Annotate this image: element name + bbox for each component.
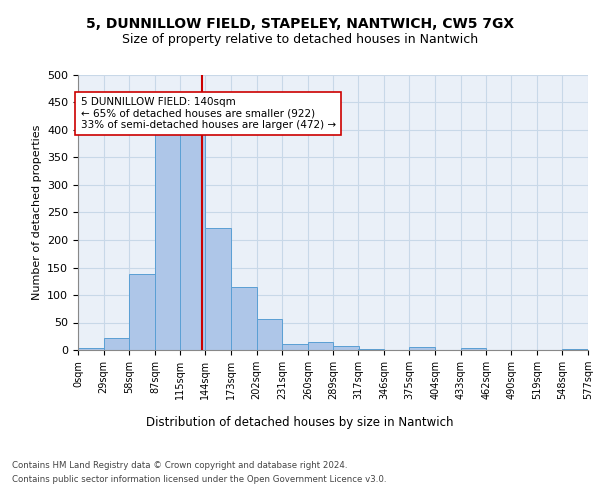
- Bar: [282, 344, 308, 350]
- Bar: [104, 338, 129, 350]
- Bar: [231, 288, 257, 350]
- Bar: [334, 346, 359, 350]
- Text: 5, DUNNILLOW FIELD, STAPELEY, NANTWICH, CW5 7GX: 5, DUNNILLOW FIELD, STAPELEY, NANTWICH, …: [86, 18, 514, 32]
- Bar: [205, 228, 231, 350]
- Text: Contains public sector information licensed under the Open Government Licence v3: Contains public sector information licen…: [12, 476, 386, 484]
- Text: Distribution of detached houses by size in Nantwich: Distribution of detached houses by size …: [146, 416, 454, 429]
- Bar: [461, 348, 487, 350]
- Y-axis label: Number of detached properties: Number of detached properties: [32, 125, 41, 300]
- Text: Contains HM Land Registry data © Crown copyright and database right 2024.: Contains HM Land Registry data © Crown c…: [12, 460, 347, 469]
- Bar: [308, 342, 334, 350]
- Bar: [129, 274, 155, 350]
- Bar: [257, 318, 282, 350]
- Text: Size of property relative to detached houses in Nantwich: Size of property relative to detached ho…: [122, 32, 478, 46]
- Text: 5 DUNNILLOW FIELD: 140sqm
← 65% of detached houses are smaller (922)
33% of semi: 5 DUNNILLOW FIELD: 140sqm ← 65% of detac…: [80, 97, 336, 130]
- Bar: [179, 123, 205, 350]
- Bar: [562, 349, 588, 350]
- Bar: [155, 122, 181, 350]
- Bar: [409, 347, 435, 350]
- Bar: [78, 348, 104, 350]
